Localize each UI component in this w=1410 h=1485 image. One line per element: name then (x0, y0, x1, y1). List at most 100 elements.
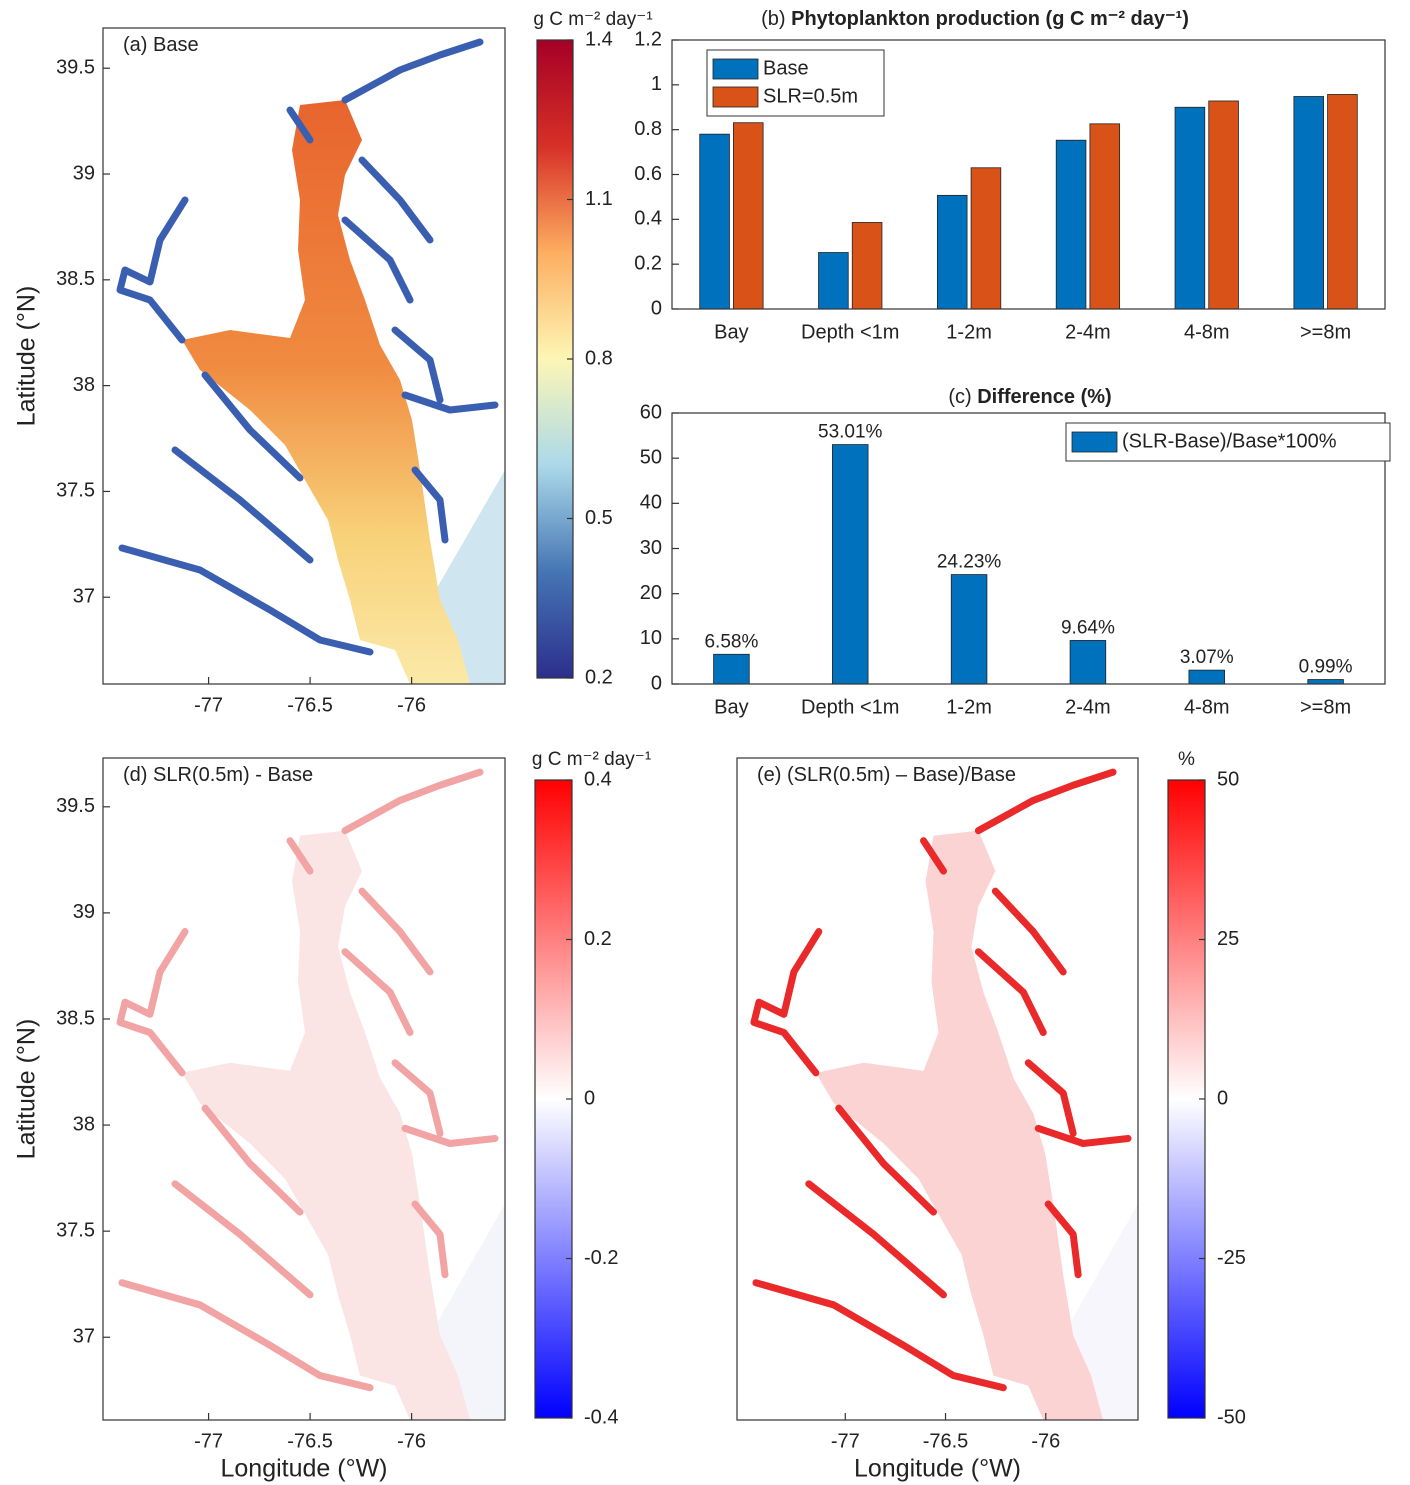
panel-title: (e) (SLR(0.5m) – Base)/Base (757, 764, 1016, 786)
panel-label: (e) (757, 764, 781, 786)
y-tick-label: 0.6 (634, 163, 662, 185)
y-axis-label: Latitude (°N) (13, 286, 41, 427)
legend-box (1065, 422, 1391, 462)
y-tick-label: 0.2 (634, 252, 662, 274)
chart-title-text: Difference (%) (977, 386, 1111, 408)
colorbar-tick-label: 0.2 (585, 666, 613, 688)
colorbar-tick-label: -0.2 (584, 1247, 618, 1269)
bar (950, 574, 988, 685)
colorbar-tick-label: -50 (1217, 1406, 1246, 1428)
legend-label: Base (763, 57, 809, 79)
colorbar (535, 780, 572, 1418)
bar (1055, 139, 1087, 310)
colorbar-tick-label: 0.8 (585, 347, 613, 369)
x-tick-label: Depth <1m (801, 321, 899, 343)
panel-title-text: Base (153, 34, 199, 56)
legend-swatch (712, 86, 759, 108)
y-tick-label: 38.5 (56, 268, 95, 290)
legend-label: SLR=0.5m (763, 85, 858, 107)
x-tick-label: 4-8m (1184, 321, 1230, 343)
x-tick-label: Depth <1m (801, 696, 899, 718)
plot-frame (736, 757, 1139, 1421)
y-tick-label: 50 (640, 446, 662, 468)
plot-frame (671, 412, 1386, 685)
bar (832, 444, 869, 685)
colorbar-tick-label: -0.4 (584, 1406, 618, 1428)
value-label: 53.01% (818, 422, 883, 443)
x-tick-label: -76.5 (287, 694, 333, 716)
panel-label: (a) (123, 34, 147, 56)
x-tick-label: -76 (397, 694, 426, 716)
y-tick-label: 37.5 (56, 1219, 95, 1241)
plot-frame (102, 757, 506, 1421)
y-tick-label: 10 (640, 627, 662, 649)
value-label: 0.99% (1299, 657, 1353, 678)
y-tick-label: 38 (73, 1113, 95, 1135)
panel-label: (c) (948, 386, 971, 408)
colorbar-label: g C m⁻² day⁻¹ (533, 9, 652, 30)
y-tick-label: 38 (73, 374, 95, 396)
colorbar-tick-label: -25 (1217, 1247, 1246, 1269)
y-tick-label: 30 (640, 537, 662, 559)
y-tick-label: 40 (640, 492, 662, 514)
y-tick-label: 20 (640, 582, 662, 604)
bar (1188, 669, 1225, 685)
colorbar-label: % (1178, 749, 1195, 770)
x-tick-label: -77 (831, 1430, 860, 1452)
legend-swatch (1071, 431, 1118, 453)
x-tick-label: 4-8m (1184, 696, 1230, 718)
y-tick-label: 0.8 (634, 118, 662, 140)
y-tick-label: 1 (651, 73, 662, 95)
y-tick-label: 39.5 (56, 795, 95, 817)
bar (1174, 106, 1206, 310)
x-tick-label: -76.5 (923, 1430, 969, 1452)
bar (1293, 96, 1324, 310)
y-tick-label: 37.5 (56, 480, 95, 502)
y-tick-label: 39 (73, 901, 95, 923)
chart-title: (c) Difference (%) (948, 386, 1111, 408)
x-tick-label: 1-2m (946, 321, 992, 343)
chart-title: (b) Phytoplankton production (g C m⁻² da… (761, 8, 1189, 30)
y-tick-label: 37 (73, 1326, 95, 1348)
colorbar-tick-label: 0.2 (584, 928, 612, 950)
bar (936, 194, 968, 310)
colorbar-tick-label: 1.4 (585, 28, 613, 50)
value-label: 6.58% (704, 631, 758, 652)
y-tick-label: 39 (73, 162, 95, 184)
map-area (120, 772, 505, 1420)
legend-label: (SLR-Base)/Base*100% (1122, 430, 1337, 452)
bar (851, 222, 883, 310)
y-tick-label: 38.5 (56, 1007, 95, 1029)
y-axis-label: Latitude (°N) (13, 1019, 41, 1160)
x-tick-label: -77 (194, 694, 223, 716)
panel-label: (b) (761, 8, 785, 30)
bar (1208, 100, 1239, 310)
x-tick-label: -76 (397, 1430, 426, 1452)
x-axis-label: Longitude (°W) (220, 1455, 387, 1483)
colorbar-tick-label: 0.4 (584, 768, 612, 790)
legend-swatch (712, 58, 759, 80)
bar (733, 122, 764, 310)
colorbar-tick-label: 0 (584, 1087, 595, 1109)
colorbar-tick-label: 0.5 (585, 507, 613, 529)
bar (713, 653, 750, 685)
panel-title: (d) SLR(0.5m) - Base (123, 764, 313, 786)
panel-title-text: SLR(0.5m) - Base (153, 764, 313, 786)
x-tick-label: Bay (714, 321, 748, 343)
y-tick-label: 0 (651, 297, 662, 319)
bay-shape (753, 772, 1138, 1420)
panel-title: (a) Base (123, 34, 199, 56)
x-tick-label: 2-4m (1065, 321, 1111, 343)
panel-label: (d) (123, 764, 147, 786)
x-tick-label: >=8m (1300, 321, 1351, 343)
colorbar-tick-label: 0 (1217, 1087, 1228, 1109)
value-label: 3.07% (1180, 647, 1234, 668)
bay-shape (120, 42, 505, 684)
bar (970, 167, 1002, 310)
y-tick-label: 1.2 (634, 28, 662, 50)
value-label: 24.23% (937, 552, 1002, 573)
y-tick-label: 39.5 (56, 56, 95, 78)
colorbar-tick-label: 50 (1217, 768, 1239, 790)
x-tick-label: -77 (194, 1430, 223, 1452)
